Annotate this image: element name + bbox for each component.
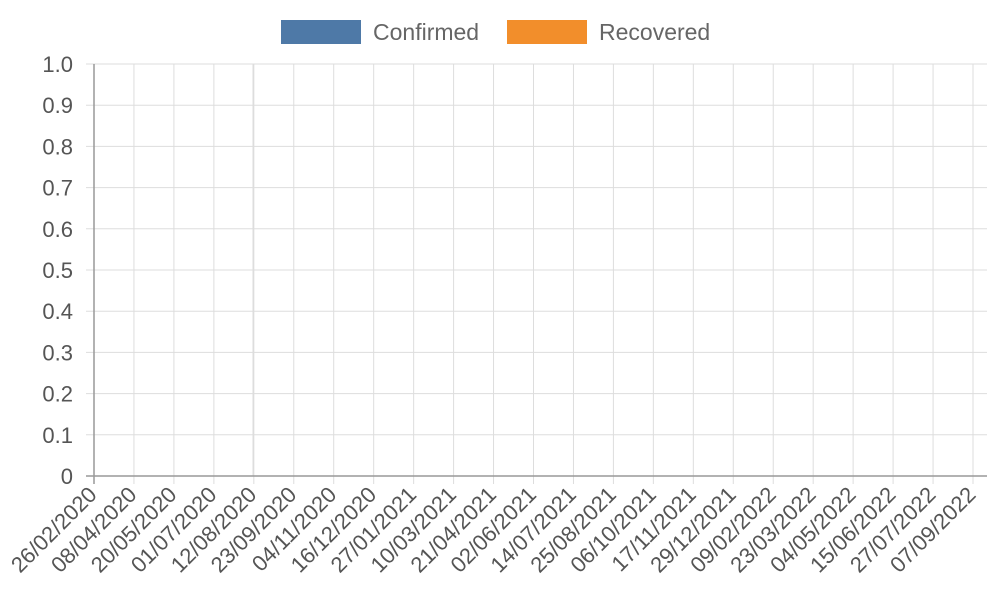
y-tick-label: 0.9 [42,93,73,118]
y-tick-label: 0.8 [42,134,73,159]
legend-swatch-confirmed [281,20,361,44]
y-axis-ticks: 0 0.1 0.2 0.3 0.4 0.5 0.6 0.7 0.8 0.9 1.0 [42,52,73,489]
y-tick-label: 0.3 [42,340,73,365]
legend-item-recovered[interactable]: Recovered [507,19,710,45]
y-tick-label: 0.7 [42,176,73,201]
legend: Confirmed Recovered [281,19,710,45]
grid [86,63,987,484]
legend-label-confirmed: Confirmed [373,19,479,45]
y-tick-label: 0.4 [42,299,73,324]
legend-label-recovered: Recovered [599,19,710,45]
legend-item-confirmed[interactable]: Confirmed [281,19,479,45]
legend-swatch-recovered [507,20,587,44]
axes [86,64,987,484]
x-axis-ticks: 26/02/202008/04/202020/05/202001/07/2020… [6,482,981,578]
y-tick-label: 0.1 [42,423,73,448]
y-tick-label: 0.2 [42,382,73,407]
y-tick-label: 0 [61,464,73,489]
y-tick-label: 0.6 [42,217,73,242]
y-tick-label: 0.5 [42,258,73,283]
y-tick-label: 1.0 [42,52,73,77]
